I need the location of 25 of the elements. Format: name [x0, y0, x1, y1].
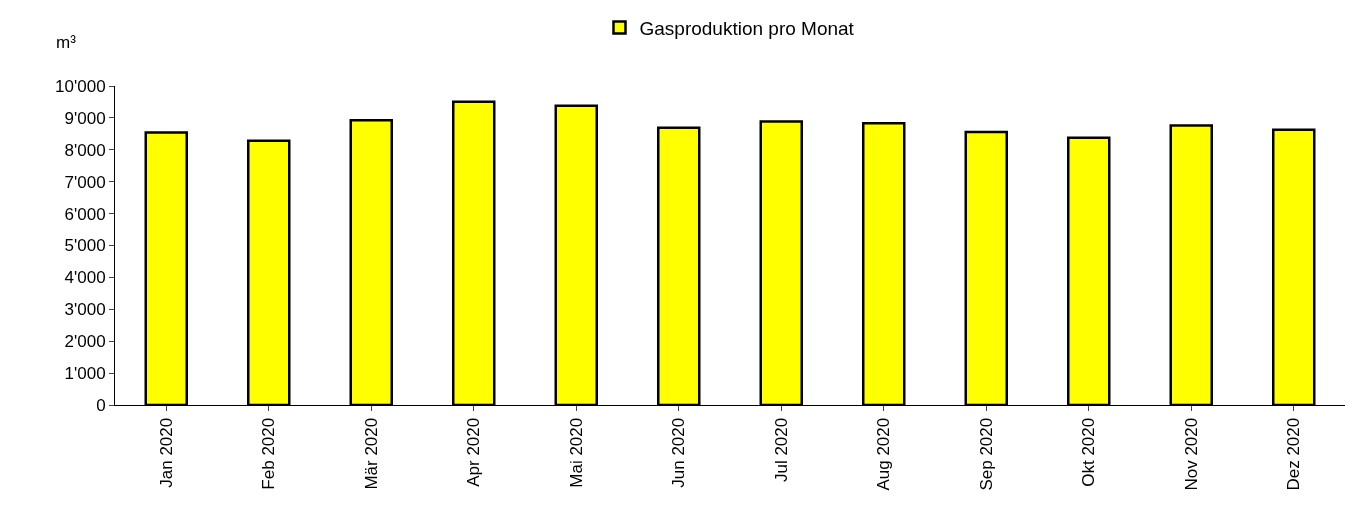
y-axis-title: m³ — [56, 33, 77, 52]
x-tick-label: Jul 2020 — [771, 417, 791, 483]
y-tick-label: 9'000 — [64, 108, 106, 128]
x-tick-label: Sep 2020 — [976, 417, 996, 491]
x-tick-label: Jan 2020 — [156, 417, 176, 488]
x-tick-label: Aug 2020 — [874, 417, 894, 491]
x-tick-label: Nov 2020 — [1181, 417, 1201, 491]
y-tick-label: 2'000 — [64, 332, 106, 352]
x-tick-label: Apr 2020 — [464, 417, 484, 487]
y-tick-label: 3'000 — [64, 300, 106, 320]
y-tick-label: 5'000 — [64, 236, 106, 256]
y-tick-label: 0 — [96, 395, 106, 415]
y-tick-label: 6'000 — [64, 204, 106, 224]
x-tick-label: Dez 2020 — [1284, 417, 1304, 491]
y-tick-label: 7'000 — [64, 172, 106, 192]
x-tick-label: Mai 2020 — [566, 417, 586, 488]
x-tick-label: Okt 2020 — [1079, 417, 1099, 487]
x-tick-label: Mär 2020 — [361, 417, 381, 490]
y-tick-label: 8'000 — [64, 140, 106, 160]
y-tick-label: 4'000 — [64, 268, 106, 288]
y-tick-label: 10'000 — [55, 76, 106, 96]
legend-label: Gasproduktion pro Monat — [639, 17, 855, 39]
x-tick-label: Jun 2020 — [669, 417, 689, 488]
x-tick-label: Feb 2020 — [259, 417, 279, 490]
y-tick-label: 1'000 — [64, 364, 106, 384]
